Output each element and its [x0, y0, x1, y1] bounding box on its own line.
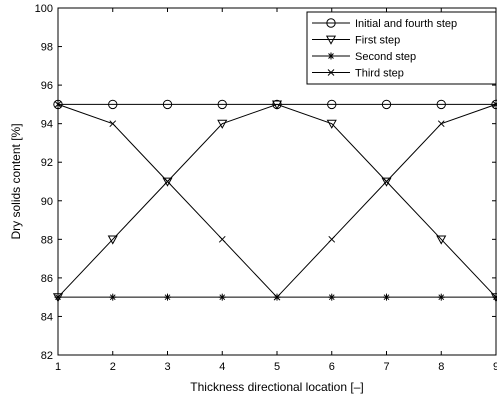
- data-point: [164, 294, 171, 301]
- data-point: [438, 294, 445, 301]
- y-axis-label: Dry solids content [%]: [9, 123, 23, 239]
- legend-label: Second step: [355, 51, 416, 63]
- y-tick-label: 86: [41, 273, 53, 285]
- x-tick-label: 3: [164, 361, 170, 373]
- x-tick-label: 4: [219, 361, 225, 373]
- x-tick-label: 8: [438, 361, 444, 373]
- y-tick-label: 94: [41, 119, 53, 131]
- series-layer: [54, 100, 497, 301]
- x-tick-label: 9: [493, 361, 497, 373]
- legend-label: First step: [355, 35, 400, 47]
- y-tick-label: 90: [41, 196, 53, 208]
- data-point: [219, 294, 226, 301]
- y-tick-label: 92: [41, 157, 53, 169]
- y-tick-label: 98: [41, 42, 53, 54]
- data-point: [438, 121, 444, 127]
- y-tick-label: 84: [41, 311, 53, 323]
- y-tick-label: 82: [41, 350, 53, 362]
- data-point: [383, 294, 390, 301]
- data-point: [328, 294, 335, 301]
- legend-label: Initial and fourth step: [355, 18, 457, 30]
- y-tick-label: 88: [41, 234, 53, 246]
- legend-label: Third step: [355, 68, 404, 80]
- series-4: [55, 101, 497, 300]
- x-tick-label: 6: [329, 361, 335, 373]
- data-point: [329, 236, 335, 242]
- legend: Initial and fourth step First step Second …: [307, 12, 496, 84]
- series-line: [58, 104, 496, 297]
- data-point: [109, 294, 116, 301]
- x-tick-label: 5: [274, 361, 280, 373]
- legend-marker: [328, 53, 335, 60]
- data-point: [110, 121, 116, 127]
- x-tick-label: 2: [110, 361, 116, 373]
- x-tick-label: 1: [55, 361, 61, 373]
- y-tick-label: 96: [41, 80, 53, 92]
- series-3: [55, 294, 497, 301]
- data-point: [219, 236, 225, 242]
- y-tick-label: 100: [35, 3, 53, 15]
- x-tick-label: 7: [383, 361, 389, 373]
- x-axis-label: Thickness directional location [–]: [190, 380, 363, 394]
- series-line: [58, 104, 496, 297]
